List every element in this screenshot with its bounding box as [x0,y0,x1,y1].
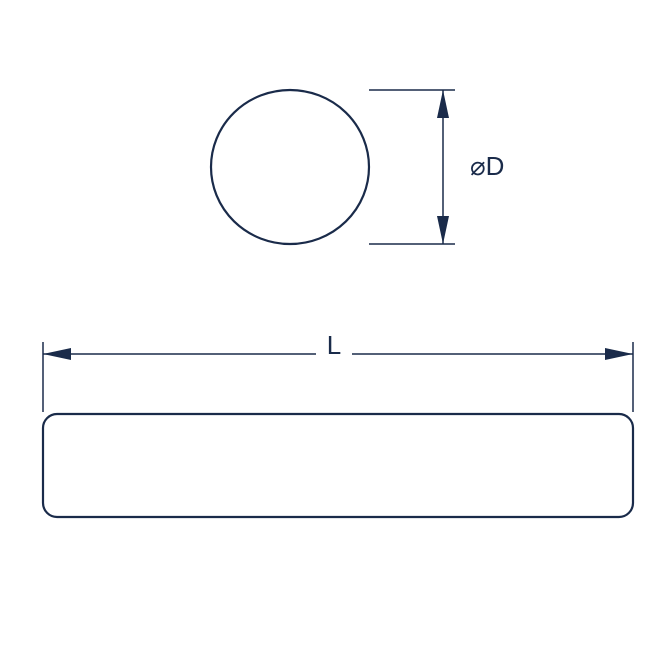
circle-top-view [211,90,369,244]
bar-side-view [43,414,633,517]
length-label: L [327,330,341,360]
diameter-label: ⌀D [470,151,504,181]
